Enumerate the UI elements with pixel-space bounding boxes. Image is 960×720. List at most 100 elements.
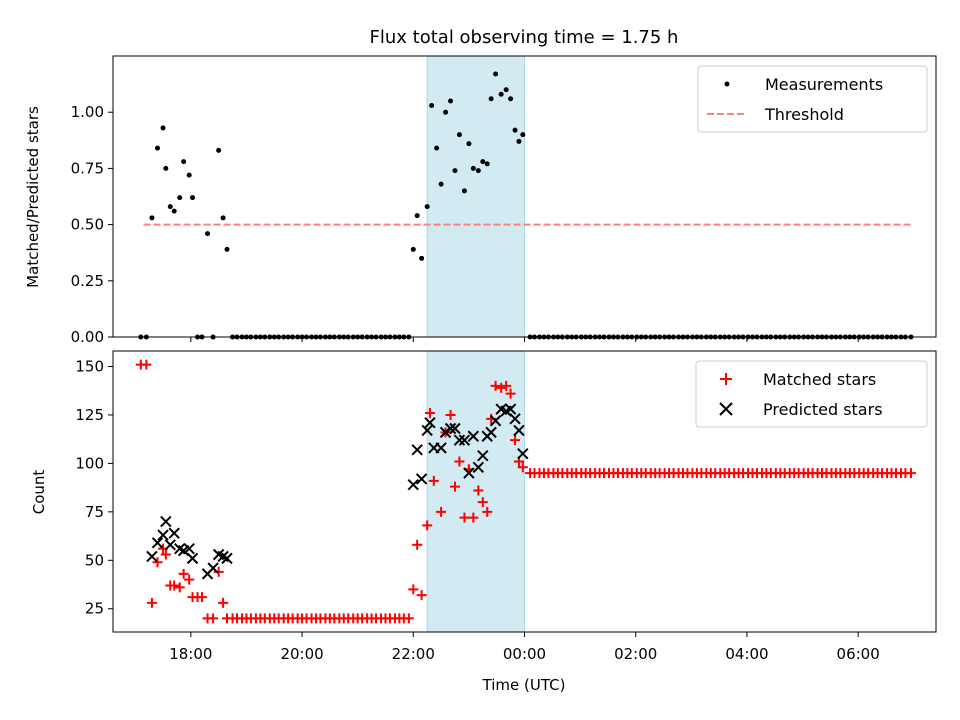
matched-star-point bbox=[490, 380, 501, 391]
measurement-point bbox=[434, 145, 440, 151]
bottom-legend: Matched stars Predicted stars bbox=[695, 360, 928, 428]
matched-star-point bbox=[169, 580, 180, 591]
matched-star-point bbox=[428, 475, 439, 486]
matched-star-point bbox=[468, 512, 479, 523]
measurement-point bbox=[480, 159, 486, 165]
bottom-plot-frame bbox=[112, 350, 937, 633]
predicted-star-point bbox=[513, 424, 525, 437]
top-y-tick-label: 0.25 bbox=[71, 272, 104, 290]
measurement-point bbox=[466, 141, 472, 147]
legend-measurements-marker bbox=[724, 81, 730, 87]
measurement-point bbox=[452, 168, 458, 174]
bottom-y-tick-label: 25 bbox=[85, 600, 104, 618]
chart-title: Flux total observing time = 1.75 h bbox=[370, 27, 679, 48]
bottom-y-tick-label: 125 bbox=[75, 406, 104, 424]
predicted-star-point bbox=[207, 562, 219, 574]
measurement-point bbox=[520, 132, 526, 138]
matched-star-point bbox=[141, 359, 152, 370]
measurement-point bbox=[154, 145, 160, 151]
measurement-point bbox=[488, 96, 494, 102]
bottom-y-tick-label: 150 bbox=[75, 358, 104, 376]
top-y-tick-label: 1.00 bbox=[71, 103, 104, 121]
measurement-point bbox=[498, 91, 504, 97]
measurement-point bbox=[186, 172, 192, 178]
matched-star-point bbox=[412, 539, 423, 550]
matched-star-point bbox=[477, 497, 488, 508]
predicted-star-point bbox=[435, 442, 447, 454]
matched-star-point bbox=[445, 409, 456, 420]
legend-predicted-label: Predicted stars bbox=[763, 400, 883, 419]
matched-star-point bbox=[152, 557, 163, 568]
legend-matched-marker bbox=[720, 373, 732, 385]
legend-predicted-marker bbox=[719, 402, 733, 416]
legend-threshold-label: Threshold bbox=[764, 105, 844, 124]
bottom-legend-box bbox=[695, 360, 928, 428]
measurement-point bbox=[493, 71, 499, 77]
measurement-point bbox=[220, 215, 226, 221]
measurement-point bbox=[424, 204, 430, 210]
predicted-star-point bbox=[453, 434, 466, 446]
predicted-star-point bbox=[489, 415, 502, 427]
predicted-star-point bbox=[509, 413, 521, 425]
measurement-point bbox=[224, 246, 230, 252]
bottom-panel: 25 50 75 100 125 150 18:00 20:00 22:00 00:00 02:0… bbox=[30, 350, 937, 694]
predicted-star-point bbox=[151, 537, 164, 549]
measurement-point bbox=[190, 195, 196, 201]
measurement-point bbox=[438, 181, 444, 187]
measurement-point bbox=[216, 147, 222, 153]
matched-star-point bbox=[208, 613, 219, 624]
matched-star-point bbox=[459, 512, 470, 523]
measurement-point bbox=[503, 87, 509, 93]
matched-star-point bbox=[160, 549, 171, 560]
measurement-point bbox=[171, 208, 177, 214]
predicted-star-point bbox=[407, 479, 419, 491]
matched-star-point bbox=[146, 597, 157, 608]
top-plot-frame bbox=[112, 55, 937, 338]
measurement-point bbox=[456, 132, 462, 138]
x-tick-label: 18:00 bbox=[169, 645, 212, 663]
matched-star-point bbox=[408, 584, 419, 595]
predicted-star-point bbox=[415, 473, 428, 485]
predicted-star-point bbox=[157, 529, 169, 541]
predicted-star-point bbox=[463, 467, 475, 479]
predicted-star-point bbox=[449, 422, 461, 435]
top-y-tick-label: 0.50 bbox=[71, 216, 104, 234]
top-panel: 0.00 0.25 0.50 0.75 1.00 Matched/Predicted s… bbox=[24, 55, 937, 346]
x-tick-label: 22:00 bbox=[392, 645, 435, 663]
x-axis-label: Time (UTC) bbox=[482, 676, 566, 694]
measurement-point bbox=[475, 168, 481, 174]
measurement-point bbox=[177, 195, 183, 201]
measurement-point bbox=[167, 204, 173, 210]
predicted-star-point bbox=[477, 449, 489, 462]
matched-stars-points bbox=[135, 359, 916, 624]
matched-star-point bbox=[422, 520, 433, 531]
matched-star-point bbox=[505, 388, 516, 399]
bottom-y-tick-label: 100 bbox=[75, 454, 104, 472]
predicted-star-point bbox=[444, 422, 457, 435]
matched-star-point bbox=[424, 408, 435, 419]
predicted-star-point bbox=[411, 444, 423, 456]
matched-star-point bbox=[184, 574, 195, 585]
predicted-star-point bbox=[424, 416, 436, 429]
matched-star-point bbox=[496, 382, 507, 393]
matched-star-point bbox=[473, 485, 484, 496]
predicted-star-point bbox=[458, 434, 471, 446]
top-x-ticks bbox=[190, 337, 859, 342]
shaded-interval bbox=[426, 55, 526, 338]
matched-star-point bbox=[174, 582, 185, 593]
matched-star-point bbox=[416, 590, 427, 601]
measurement-point bbox=[205, 231, 211, 237]
measurement-point bbox=[429, 102, 435, 108]
top-y-ticks: 0.00 0.25 0.50 0.75 1.00 bbox=[71, 103, 113, 346]
measurement-point bbox=[470, 165, 476, 171]
legend-measurements-label: Measurements bbox=[765, 75, 883, 94]
x-tick-label: 00:00 bbox=[503, 645, 546, 663]
top-y-tick-label: 0.75 bbox=[71, 159, 104, 177]
predicted-star-point bbox=[146, 550, 158, 563]
measurement-point bbox=[163, 165, 169, 171]
measurement-point bbox=[181, 159, 187, 165]
predicted-star-point bbox=[168, 527, 180, 539]
top-legend-box bbox=[697, 65, 928, 133]
bottom-y-tick-label: 50 bbox=[85, 551, 104, 569]
